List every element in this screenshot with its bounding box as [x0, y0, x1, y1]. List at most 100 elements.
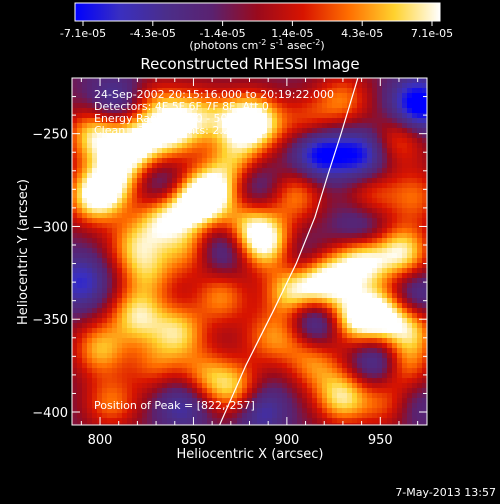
heatmap-cell: [77, 368, 83, 374]
heatmap-cell: [287, 163, 293, 169]
heatmap-cell: [307, 138, 313, 144]
heatmap-cell: [142, 308, 148, 314]
heatmap-cell: [357, 268, 363, 274]
heatmap-cell: [317, 418, 323, 424]
heatmap-cell: [387, 328, 393, 334]
heatmap-cell: [237, 193, 243, 199]
heatmap-cell: [417, 83, 423, 89]
heatmap-cell: [112, 143, 118, 149]
heatmap-cell: [262, 388, 268, 394]
heatmap-cell: [397, 388, 403, 394]
heatmap-cell: [172, 393, 178, 399]
heatmap-cell: [82, 273, 88, 279]
heatmap-cell: [157, 303, 163, 309]
heatmap-cell: [227, 153, 233, 159]
heatmap-cell: [202, 173, 208, 179]
heatmap-cell: [162, 373, 168, 379]
heatmap-cell: [117, 203, 123, 209]
heatmap-cell: [132, 198, 138, 204]
heatmap-cell: [397, 88, 403, 94]
heatmap-cell: [342, 158, 348, 164]
heatmap-cell: [372, 148, 378, 154]
heatmap-cell: [377, 278, 383, 284]
heatmap-cell: [82, 243, 88, 249]
heatmap-cell: [297, 113, 303, 119]
heatmap-cell: [407, 123, 413, 129]
heatmap-cell: [147, 263, 153, 269]
heatmap-cell: [332, 318, 338, 324]
heatmap-cell: [347, 163, 353, 169]
heatmap-cell: [97, 393, 103, 399]
heatmap-cell: [397, 323, 403, 329]
heatmap-cell: [347, 353, 353, 359]
heatmap-cell: [92, 138, 98, 144]
heatmap-cell: [117, 78, 123, 84]
heatmap-cell: [237, 208, 243, 214]
heatmap-cell: [77, 323, 83, 329]
heatmap-cell: [102, 333, 108, 339]
heatmap-cell: [147, 388, 153, 394]
heatmap-cell: [227, 298, 233, 304]
heatmap-cell: [267, 358, 273, 364]
heatmap-cell: [277, 303, 283, 309]
heatmap-cell: [87, 283, 93, 289]
heatmap-cell: [147, 378, 153, 384]
heatmap-cell: [307, 318, 313, 324]
heatmap-cell: [217, 288, 223, 294]
heatmap-cell: [387, 378, 393, 384]
heatmap-cell: [267, 158, 273, 164]
heatmap-cell: [357, 393, 363, 399]
heatmap-cell: [82, 283, 88, 289]
heatmap-cell: [362, 113, 368, 119]
heatmap-cell: [97, 293, 103, 299]
heatmap-cell: [357, 138, 363, 144]
heatmap-cell: [117, 393, 123, 399]
heatmap-cell: [212, 373, 218, 379]
heatmap-cell: [412, 103, 418, 109]
heatmap-cell: [287, 373, 293, 379]
heatmap-cell: [307, 393, 313, 399]
heatmap-cell: [92, 243, 98, 249]
heatmap-cell: [307, 203, 313, 209]
heatmap-cell: [402, 328, 408, 334]
heatmap-cell: [77, 298, 83, 304]
heatmap-cell: [137, 318, 143, 324]
heatmap-cell: [332, 398, 338, 404]
heatmap-cell: [412, 93, 418, 99]
heatmap-cell: [222, 273, 228, 279]
heatmap-cell: [207, 363, 213, 369]
heatmap-cell: [222, 353, 228, 359]
heatmap-cell: [162, 213, 168, 219]
heatmap-cell: [102, 293, 108, 299]
heatmap-cell: [342, 373, 348, 379]
heatmap-cell: [372, 213, 378, 219]
heatmap-cell: [172, 223, 178, 229]
heatmap-cell: [232, 213, 238, 219]
heatmap-cell: [107, 238, 113, 244]
heatmap-cell: [177, 333, 183, 339]
heatmap-cell: [182, 208, 188, 214]
heatmap-cell: [212, 308, 218, 314]
heatmap-cell: [387, 273, 393, 279]
heatmap-cell: [117, 248, 123, 254]
heatmap-cell: [282, 383, 288, 389]
heatmap-cell: [117, 188, 123, 194]
heatmap-cell: [127, 153, 133, 159]
heatmap-cell: [177, 153, 183, 159]
heatmap-cell: [252, 223, 258, 229]
heatmap-cell: [337, 88, 343, 94]
heatmap-cell: [127, 328, 133, 334]
heatmap-cell: [92, 143, 98, 149]
heatmap-cell: [82, 208, 88, 214]
heatmap-cell: [262, 163, 268, 169]
heatmap-cell: [367, 153, 373, 159]
heatmap-cell: [237, 158, 243, 164]
heatmap-cell: [407, 168, 413, 174]
heatmap-cell: [292, 423, 298, 429]
heatmap-cell: [372, 178, 378, 184]
heatmap-cell: [117, 168, 123, 174]
heatmap-cell: [387, 243, 393, 249]
heatmap-cell: [242, 283, 248, 289]
heatmap-cell: [87, 263, 93, 269]
heatmap-cell: [382, 138, 388, 144]
